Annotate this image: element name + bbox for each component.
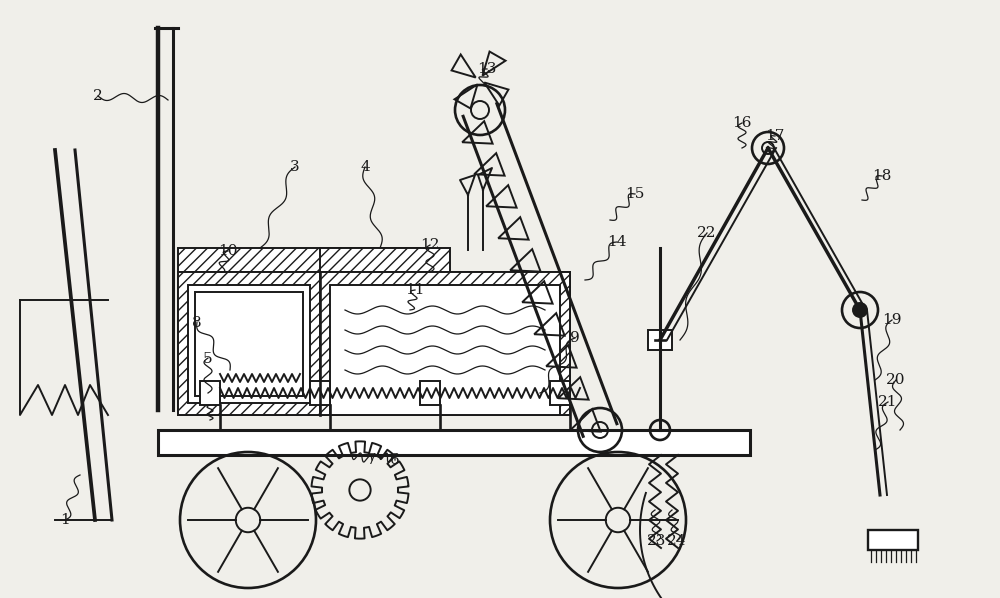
Bar (648, 330, 672, 350)
Text: 3: 3 (290, 160, 300, 175)
Text: 24: 24 (667, 534, 687, 548)
Bar (320, 272, 570, 415)
Bar (320, 248, 450, 272)
Text: 5: 5 (203, 352, 213, 366)
Bar (178, 272, 570, 415)
Text: 16: 16 (732, 115, 752, 130)
Bar (158, 430, 750, 455)
Text: 17: 17 (765, 129, 785, 144)
Text: 18: 18 (872, 169, 892, 184)
Text: 1: 1 (60, 513, 70, 527)
Circle shape (853, 303, 867, 317)
Bar (178, 272, 320, 415)
Text: 4: 4 (360, 160, 370, 175)
Bar (188, 285, 310, 403)
Bar (200, 381, 220, 405)
Text: 11: 11 (405, 283, 425, 297)
Bar (310, 381, 330, 405)
Text: 15: 15 (625, 187, 645, 202)
Bar (195, 292, 303, 396)
Text: 9: 9 (570, 331, 580, 345)
Text: 2: 2 (93, 89, 103, 103)
Text: 22: 22 (697, 226, 717, 240)
Text: 19: 19 (882, 313, 902, 327)
Text: 12: 12 (420, 238, 440, 252)
Bar (178, 248, 420, 272)
Bar (868, 530, 918, 550)
Text: 10: 10 (218, 244, 238, 258)
Text: 13: 13 (477, 62, 497, 76)
Bar (330, 285, 560, 415)
Text: 21: 21 (878, 395, 898, 409)
Text: 20: 20 (886, 373, 906, 387)
Text: 6: 6 (390, 453, 400, 468)
Bar (420, 381, 440, 405)
Text: 8: 8 (192, 316, 202, 330)
Bar (550, 381, 570, 405)
Text: 7: 7 (367, 453, 377, 468)
Text: 14: 14 (607, 235, 627, 249)
Text: 23: 23 (647, 534, 667, 548)
